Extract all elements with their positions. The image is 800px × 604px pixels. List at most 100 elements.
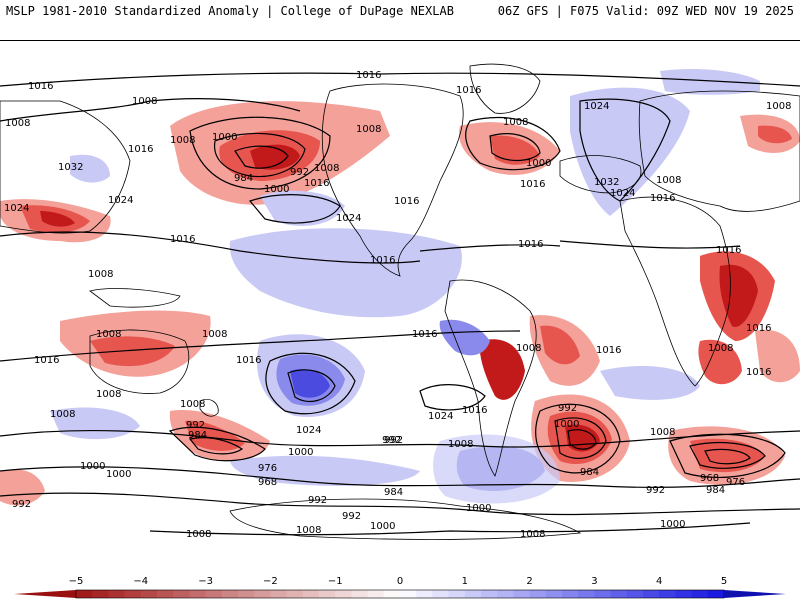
isobar-label: 1008	[656, 175, 681, 186]
isobar-south-pacific-1024	[265, 352, 356, 415]
colorbar-right-arrow	[724, 590, 786, 598]
isobar-label: 1008	[50, 409, 75, 420]
coastlines	[0, 63, 800, 540]
colorbar-bin	[659, 590, 676, 598]
isobar-label: 984	[384, 487, 403, 498]
colorbar-bin	[545, 590, 563, 598]
isobar-label: 1008	[296, 525, 321, 536]
isobar-label: 1000	[526, 158, 551, 169]
isobar-label: 984	[188, 430, 207, 441]
isobar-south-pacific-low	[168, 426, 266, 462]
colorbar-bin	[529, 590, 547, 598]
isobar-atlantic-1016	[419, 244, 561, 252]
colorbar-bin	[610, 590, 628, 598]
isobar-label: 1008	[650, 427, 675, 438]
colorbar-bin	[76, 590, 93, 598]
isobar-southern-1000	[0, 466, 800, 488]
colorbar-bin	[189, 590, 207, 598]
colorbar-bin	[383, 590, 401, 598]
anomaly-colorbar: −5 −4 −3 −2 −1 0 1 2 3 4 5	[0, 574, 800, 600]
greenland	[469, 63, 541, 114]
isobar-north-atlantic-1008	[465, 117, 561, 171]
colorbar-tick-label: 3	[591, 576, 597, 587]
isobar-label: 1008	[708, 343, 733, 354]
colorbar-bin	[335, 590, 352, 598]
south-america	[444, 279, 537, 477]
colorbar-bin	[157, 590, 174, 598]
colorbar-bin	[205, 590, 223, 598]
map-canvas: 1016 1016 1016 1008 1008 1016 1000 1008 …	[0, 41, 800, 559]
isobar-label: 992	[308, 495, 327, 506]
isobar-label: 992	[558, 403, 577, 414]
colorbar-tick-label: 1	[462, 576, 468, 587]
isobar-label: 1016	[394, 196, 419, 207]
isobar-label: 1008	[766, 101, 791, 112]
colorbar-bin	[254, 590, 271, 598]
colorbar-bin	[562, 590, 579, 598]
isobar-label: 1008	[314, 163, 339, 174]
isobar-label: 1024	[336, 213, 361, 224]
isobar-north-pacific-1024	[248, 194, 341, 224]
positive-anomaly-shading	[50, 69, 760, 504]
colorbar-tick-label: 4	[656, 576, 662, 587]
isobar-label: 992	[186, 420, 205, 431]
isobar-label: 1032	[58, 162, 83, 173]
colorbar-tick-label: 5	[721, 576, 727, 587]
isobar-label: 1008	[5, 118, 30, 129]
isobar-label: 1016	[128, 144, 153, 155]
asia-west	[0, 100, 131, 234]
isobar-label: 1024	[428, 411, 453, 422]
anomaly-tropical-pacific-west-core	[90, 336, 175, 367]
isobar-label: 992	[382, 435, 401, 446]
colorbar-tick-label: −3	[198, 576, 213, 587]
anomaly-north-atlantic-high	[570, 87, 690, 216]
isobar-label: 1000	[370, 521, 395, 532]
anomaly-south-america-coast	[479, 339, 525, 400]
isobar-label: 1000	[264, 184, 289, 195]
colorbar-bin	[270, 590, 288, 598]
isobar-label: 1008	[96, 329, 121, 340]
isobar-label: 1024	[4, 203, 29, 214]
isobar-north-atlantic-1000	[489, 133, 541, 162]
anomaly-arctic-siberia	[660, 69, 760, 95]
anomaly-indian-ocean-south	[600, 366, 700, 400]
isobar-label: 984	[706, 485, 725, 496]
isobar-label: 1000	[106, 469, 131, 480]
isobar-south-pacific-low-inner	[188, 437, 244, 455]
model-run-info: 06Z GFS | F075 Valid: 09Z WED NOV 19 202…	[497, 4, 794, 18]
isobar-north-pacific-1008	[0, 98, 301, 122]
isobar-label: 1016	[412, 329, 437, 340]
isobar-label: 1016	[28, 81, 53, 92]
anomaly-arctic-east-core	[758, 125, 792, 144]
colorbar-bin	[448, 590, 466, 598]
colorbar-bin	[481, 590, 498, 598]
isobar-south-indian-968	[704, 448, 751, 465]
colorbar-bin	[221, 590, 239, 598]
colorbar-tick-label: −5	[69, 576, 84, 587]
asia	[638, 90, 800, 212]
isobar-label: 992	[646, 485, 665, 496]
isobar-azores-1024	[579, 98, 671, 202]
africa	[619, 196, 731, 387]
anomaly-map: 1016 1016 1016 1008 1008 1016 1000 1008 …	[0, 40, 800, 559]
anomaly-east-africa-core	[719, 264, 758, 327]
isobar-label: 1016	[304, 178, 329, 189]
isobar-antarctic-1008	[149, 522, 751, 536]
colorbar-bin	[140, 590, 158, 598]
isobar-label: 1016	[520, 179, 545, 190]
colorbar-bin	[594, 590, 612, 598]
colorbar-bin	[124, 590, 142, 598]
isobar-label: 1008	[170, 135, 195, 146]
isobar-label: 1008	[132, 96, 157, 107]
isobar-label: 1016	[356, 70, 381, 81]
colorbar-tick-label: −2	[263, 576, 278, 587]
isobar-label: 1008	[186, 529, 211, 540]
isobar-label: 1016	[596, 345, 621, 356]
antarctica	[229, 498, 582, 540]
colorbar-bin	[351, 590, 369, 598]
isobar-south-indian-984	[689, 442, 766, 469]
anomaly-north-atlantic-core	[490, 135, 540, 165]
anomaly-far-southwest	[0, 469, 45, 506]
isobar-label: 976	[726, 477, 745, 488]
isobar-label: 1008	[202, 329, 227, 340]
